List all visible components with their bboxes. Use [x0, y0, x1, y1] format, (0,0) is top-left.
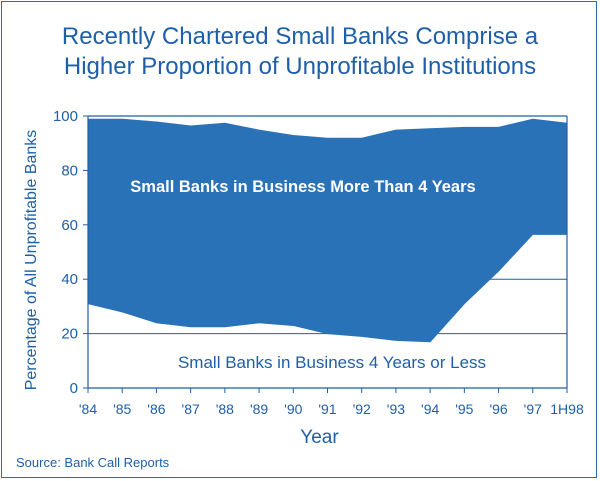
x-tick-label: '87	[182, 401, 200, 417]
y-tick-label: 0	[70, 380, 78, 397]
x-tick-label: '91	[318, 401, 336, 417]
label-layer: 0 20 40 60 80 100 '84 '85 '86 '87 '88 '89 '90 '91 '92 '…	[23, 108, 584, 448]
x-tick-label: '96	[489, 401, 507, 417]
x-tick-label: '84	[79, 401, 97, 417]
y-tick-label: 60	[61, 217, 78, 234]
x-tick-label: 1H98	[550, 401, 584, 417]
x-tick-label: '88	[216, 401, 234, 417]
y-axis-title: Percentage of All Unprofitable Banks	[23, 130, 40, 391]
y-tick-label: 20	[61, 326, 78, 343]
chart-title-line-1: Recently Chartered Small Banks Comprise …	[61, 23, 539, 50]
x-tick-label: '86	[147, 401, 165, 417]
series-label-more-than-4-years: Small Banks in Business More Than 4 Year…	[130, 178, 475, 196]
area-series-4-years-or-less-boundary	[87, 233, 567, 343]
series-label-4-years-or-less: Small Banks in Business 4 Years or Less	[178, 353, 486, 372]
axis-layer	[83, 115, 568, 393]
y-tick-label: 40	[61, 271, 78, 288]
chart-title: Recently Chartered Small Banks Comprise …	[0, 22, 600, 82]
x-tick-label: '90	[284, 401, 302, 417]
area-layer	[87, 118, 567, 343]
x-axis-title: Year	[300, 427, 339, 448]
x-tick-label: '92	[353, 401, 371, 417]
x-tick-label: '97	[524, 401, 542, 417]
x-tick-label: '85	[113, 401, 131, 417]
x-tick-label: '94	[421, 401, 439, 417]
area-series-more-than-4-years	[88, 118, 567, 342]
chart-title-line-2: Higher Proportion of Unprofitable Instit…	[63, 53, 537, 80]
y-tick-label: 100	[53, 108, 78, 125]
x-tick-label: '93	[387, 401, 405, 417]
x-tick-label: '95	[455, 401, 473, 417]
source-note: Source: Bank Call Reports	[16, 455, 170, 470]
x-tick-label: '89	[250, 401, 268, 417]
y-tick-label: 80	[61, 162, 78, 179]
